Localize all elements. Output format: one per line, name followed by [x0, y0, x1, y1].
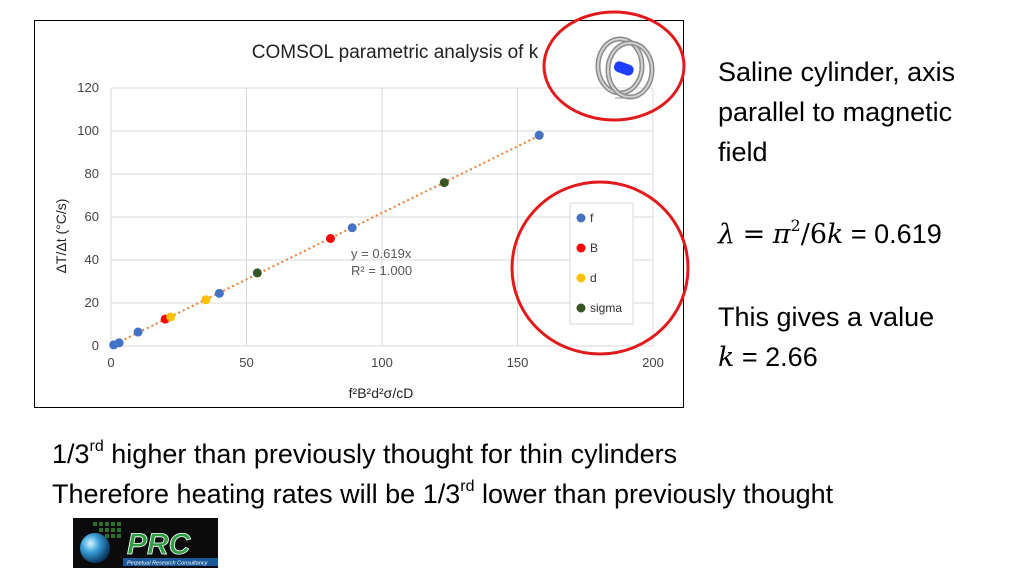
x-axis-label: f²B²d²σ/cD	[349, 385, 414, 401]
coil-model-icon	[595, 36, 655, 100]
bottom-line-2-sup: rd	[460, 478, 475, 495]
logo-text: PRC	[127, 528, 192, 561]
gives-text: This gives a value	[718, 302, 935, 332]
bottom-line-1-post: higher than previously thought for thin …	[103, 439, 678, 469]
scatter-chart: COMSOL parametric analysis of k 0 20 40 60 8…	[53, 36, 664, 401]
x-tick-label: 0	[107, 355, 114, 370]
trendline-equation: y = 0.619x	[351, 246, 412, 261]
data-point-sigma	[252, 268, 262, 278]
legend-label-B: B	[590, 241, 598, 255]
data-point-sigma	[439, 178, 449, 188]
lambda-symbol: λ	[718, 219, 736, 250]
bottom-line-2: Therefore heating rates will be 1/3rd lo…	[52, 474, 833, 514]
logo-tagline: Perpetual Research Consultancy	[127, 561, 209, 567]
data-point-d	[201, 295, 211, 305]
y-tick-label: 60	[85, 209, 99, 224]
legend-marker-f	[576, 213, 586, 223]
globe-icon	[80, 533, 110, 563]
chart-title: COMSOL parametric analysis of k	[252, 42, 539, 63]
legend-marker-d	[576, 273, 586, 283]
side-line-1: Saline cylinder, axis	[718, 57, 956, 87]
trendline-r2: R² = 1.000	[351, 263, 412, 278]
pi-symbol: π	[772, 219, 791, 250]
data-point-B	[326, 234, 336, 243]
side-line-2: parallel to magnetic	[718, 97, 953, 127]
data-point-f	[133, 327, 143, 337]
data-point-d	[166, 312, 176, 322]
bottom-line-2-post: lower than previously thought	[474, 479, 834, 509]
k-value-line: k = 2.66	[718, 337, 934, 378]
x-tick-label: 150	[507, 355, 529, 370]
divide-six: /6	[800, 219, 827, 250]
lambda-equation: λ = π2/6k = 0.619	[718, 214, 942, 255]
bottom-line-1-sup: rd	[89, 438, 104, 455]
k-symbol: k	[827, 219, 844, 250]
y-tick-label: 0	[92, 338, 99, 353]
square-exponent: 2	[790, 216, 801, 235]
legend-label-d: d	[590, 271, 597, 285]
lambda-value: = 0.619	[850, 219, 942, 249]
y-tick-label: 120	[77, 80, 99, 95]
x-tick-label: 50	[239, 355, 253, 370]
equals-symbol: =	[742, 219, 766, 250]
legend-marker-sigma	[576, 303, 586, 313]
y-tick-label: 20	[85, 295, 99, 310]
y-tick-label: 40	[85, 252, 99, 267]
x-tick-label: 100	[371, 355, 393, 370]
side-description: Saline cylinder, axis parallel to magnet…	[718, 52, 955, 172]
k-result: This gives a value k = 2.66	[718, 297, 934, 378]
k-symbol-2: k	[718, 342, 735, 373]
prc-logo: PRC Perpetual Research Consultancy	[73, 518, 218, 568]
bottom-line-1-pre: 1/3	[52, 439, 90, 469]
bottom-line-2-pre: Therefore heating rates will be 1/3	[52, 479, 461, 509]
legend-marker-B	[576, 243, 586, 253]
data-point-f	[214, 288, 224, 298]
data-point-f	[534, 130, 544, 140]
y-tick-label: 80	[85, 166, 99, 181]
chart-frame: COMSOL parametric analysis of k 0 20 40 60 8…	[34, 20, 684, 408]
k-value: = 2.66	[741, 342, 818, 372]
x-tick-label: 200	[642, 355, 664, 370]
side-line-3: field	[718, 137, 768, 167]
bottom-line-1: 1/3rd higher than previously thought for…	[52, 434, 677, 474]
data-point-f	[347, 223, 357, 233]
legend-label-sigma: sigma	[590, 301, 622, 315]
y-tick-label: 100	[77, 123, 99, 138]
y-axis-label: ΔT/Δt (°C/s)	[53, 199, 69, 274]
data-point-f	[114, 338, 124, 348]
